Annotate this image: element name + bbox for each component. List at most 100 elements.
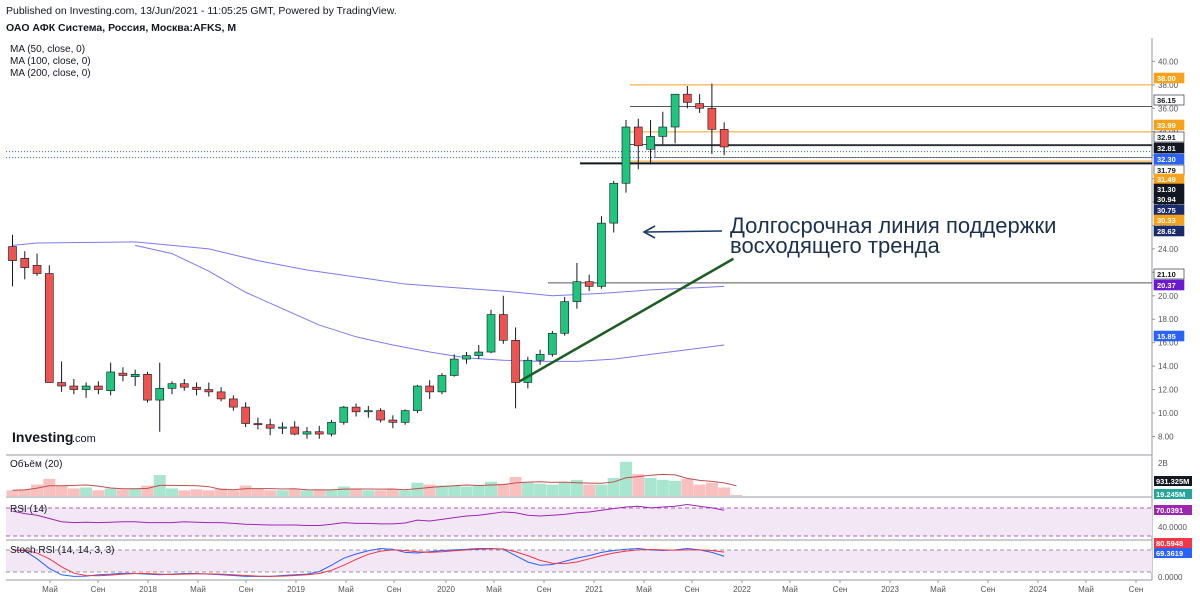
x-tick-label: Сен (239, 585, 254, 594)
volume-bar (362, 490, 375, 496)
indicator-badge-label: 19.245M (1156, 490, 1185, 499)
candle-body (45, 273, 54, 383)
volume-bar (534, 483, 547, 496)
volume-bar (55, 485, 68, 496)
x-tick-label: Сен (981, 585, 996, 594)
candle-body (597, 222, 606, 287)
volume-bar (92, 490, 105, 496)
price-badge (1153, 131, 1185, 143)
candle-body (130, 374, 140, 377)
annotation-line-1: Долгосрочная линия поддержки (730, 213, 1056, 238)
stoch-tick-label: 0.0000 (1158, 573, 1183, 582)
candles (8, 83, 729, 439)
candle-body (339, 406, 349, 423)
candle-body (143, 374, 152, 401)
legend-ma50[interactable]: MA (50, close, 0) (10, 44, 85, 55)
volume-bar (632, 474, 645, 496)
volume-bar (460, 486, 473, 496)
candle-body (155, 388, 165, 401)
annotation-arrow-head (642, 225, 656, 239)
legend-ma200[interactable]: MA (200, close, 0) (10, 68, 91, 79)
legend-ma100[interactable]: MA (100, close, 0) (10, 56, 91, 67)
price-badge-label: 38.00 (1157, 74, 1176, 83)
volume-bar (313, 489, 326, 496)
y-tick-label: 24.00 (1158, 245, 1179, 254)
annotation-line-2: восходящего тренда (730, 233, 940, 258)
x-tick-label: Сен (387, 585, 402, 594)
candle-body (364, 410, 373, 413)
volume-bar (374, 490, 387, 496)
volume-bar (620, 461, 632, 496)
indicator-badge-label: 69.3619 (1156, 549, 1183, 558)
price-badge (1153, 330, 1185, 342)
candle-body (265, 424, 275, 429)
volume-bar (718, 487, 731, 496)
price-badge (1153, 225, 1185, 237)
price-badge (1153, 214, 1185, 226)
volume-bar (178, 490, 191, 496)
candle-body (646, 136, 655, 150)
price-badge (1153, 94, 1185, 106)
price-badge-label: 20.37 (1157, 281, 1176, 290)
x-tick-label: 2020 (437, 585, 455, 594)
candle-body (388, 419, 398, 423)
volume-bar (521, 482, 534, 496)
price-badge-label: 36.15 (1157, 96, 1176, 105)
volume-bar (239, 485, 252, 496)
consolidation-box (654, 144, 1153, 159)
volume-bar (693, 484, 706, 496)
volume-bar (43, 478, 56, 496)
volume-bar (6, 490, 19, 496)
price-badge-label: 31.79 (1157, 166, 1176, 175)
y-tick-label: 36.00 (1158, 104, 1179, 113)
candle-body (106, 371, 115, 392)
y-tick-label: 40.00 (1158, 57, 1179, 66)
price-badge (1153, 142, 1185, 154)
candle-body (695, 103, 704, 109)
y-tick-label: 18.00 (1158, 315, 1179, 324)
x-tick-label: Май (190, 585, 206, 594)
price-badge-label: 30.33 (1157, 216, 1176, 225)
price-badge-label: 31.30 (1157, 185, 1176, 194)
y-tick-label: 20.00 (1158, 292, 1179, 301)
x-tick-label: Май (636, 585, 652, 594)
x-tick-label: Май (1078, 585, 1094, 594)
rsi-pane-title: RSI (14) (10, 504, 47, 515)
price-badge (1153, 72, 1185, 84)
volume-bar (67, 488, 80, 496)
volume-bar (656, 479, 669, 496)
volume-bar (583, 484, 596, 496)
candle-body (327, 422, 336, 435)
indicator-badge-label: 80.5948 (1156, 539, 1183, 548)
volume-bar (129, 488, 142, 496)
candle-body (20, 257, 30, 268)
volume-bar (104, 488, 117, 496)
stoch-pane-title: Stoch RSI (14, 14, 3, 3) (10, 545, 115, 556)
candle-body (462, 355, 471, 360)
indicator-badge (1154, 505, 1192, 515)
candle-body (179, 383, 189, 388)
candle-body (314, 431, 324, 435)
volume-bar (166, 488, 179, 496)
candle-body (683, 93, 692, 103)
volume-bar (448, 485, 461, 496)
volume-bar (730, 495, 743, 496)
price-badge (1153, 119, 1185, 131)
volume-bar (325, 490, 338, 496)
candle-body (216, 391, 226, 400)
candle-body (376, 410, 385, 421)
indicator-badge-label: 931.325M (1156, 477, 1189, 486)
candle-body (658, 126, 668, 137)
price-badge (1153, 153, 1185, 165)
volume-bar (288, 489, 301, 496)
x-tick-label: Сен (833, 585, 848, 594)
candle-body (413, 385, 422, 411)
candle-body (548, 332, 557, 355)
volume-bar (558, 482, 571, 496)
price-badge-label: 31.49 (1157, 175, 1176, 184)
logo-suffix: .com (72, 433, 96, 445)
candle-body (229, 398, 238, 408)
volume-bar (18, 489, 31, 496)
candle-body (351, 406, 361, 413)
